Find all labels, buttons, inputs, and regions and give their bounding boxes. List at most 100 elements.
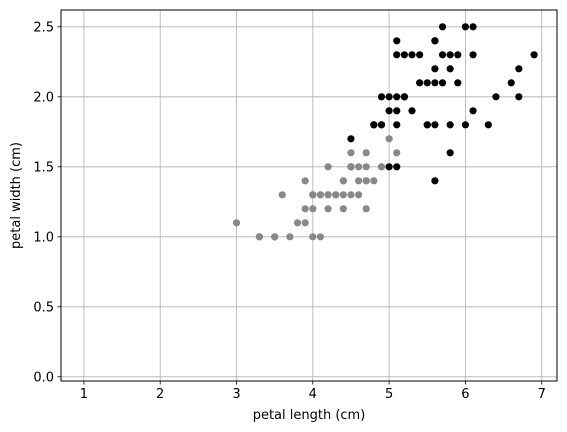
scatter-point	[301, 177, 309, 185]
scatter-point	[393, 51, 401, 59]
scatter-point	[431, 121, 439, 129]
scatter-point	[446, 65, 454, 73]
scatter-point	[347, 149, 355, 157]
scatter-point	[293, 219, 302, 227]
scatter-point	[461, 121, 470, 129]
x-axis-ticks: 1 2 3 4 5 6 7	[80, 381, 546, 402]
scatter-point	[362, 205, 370, 213]
scatter-point	[469, 51, 477, 59]
scatter-point	[393, 163, 401, 171]
scatter-point	[347, 163, 355, 171]
x-tick-label: 3	[232, 387, 240, 402]
plot-frame	[60, 9, 558, 382]
scatter-point	[385, 93, 393, 101]
scatter-point	[309, 233, 317, 241]
scatter-point	[530, 51, 538, 59]
x-tick-label: 2	[156, 387, 164, 402]
scatter-point	[393, 149, 401, 157]
scatter-point	[423, 121, 431, 129]
scatter-point	[355, 177, 363, 185]
scatter-point	[324, 191, 332, 199]
scatter-point	[324, 205, 332, 213]
scatter-point	[461, 23, 470, 31]
scatter-point	[431, 177, 439, 185]
scatter-point	[438, 79, 447, 87]
scatter-point	[408, 51, 416, 59]
y-tick-label: 2.5	[33, 20, 54, 35]
scatter-point	[286, 233, 294, 241]
scatter-point	[362, 149, 370, 157]
x-tick-label: 1	[80, 387, 88, 402]
y-tick-label: 0.0	[33, 370, 54, 385]
scatter-point	[423, 79, 431, 87]
scatter-point	[393, 107, 401, 115]
scatter-point	[309, 205, 317, 213]
scatter-point	[385, 135, 393, 143]
scatter-point	[339, 191, 347, 199]
scatter-point	[370, 177, 378, 185]
scatter-point	[316, 233, 325, 241]
y-tick-label: 2.0	[33, 90, 54, 105]
scatter-point	[454, 51, 462, 59]
scatter-point	[438, 51, 447, 59]
scatter-point	[324, 163, 332, 171]
scatter-point	[339, 205, 347, 213]
x-tick-label: 5	[385, 387, 393, 402]
scatter-point	[362, 163, 370, 171]
x-tick-label: 6	[461, 387, 469, 402]
scatter-point	[393, 121, 401, 129]
scatter-point	[431, 37, 439, 45]
scatter-point	[339, 177, 347, 185]
scatter-point	[446, 149, 454, 157]
data-points	[232, 23, 538, 241]
scatter-point	[309, 191, 317, 199]
scatter-point	[400, 51, 408, 59]
scatter-point	[362, 177, 370, 185]
scatter-point	[393, 93, 401, 101]
scatter-point	[484, 121, 492, 129]
y-axis-label: petal width (cm)	[9, 142, 24, 249]
scatter-point	[400, 93, 408, 101]
scatter-point	[416, 79, 424, 87]
scatter-point	[431, 79, 439, 87]
scatter-point	[377, 93, 386, 101]
scatter-point	[438, 23, 447, 31]
x-tick-label: 7	[538, 387, 546, 402]
scatter-point	[393, 37, 401, 45]
scatter-point	[431, 65, 439, 73]
scatter-point	[255, 233, 263, 241]
scatter-point	[416, 51, 424, 59]
scatter-point	[232, 219, 241, 227]
scatter-point	[492, 93, 500, 101]
y-tick-label: 1.5	[33, 160, 54, 175]
y-tick-label: 1.0	[33, 230, 54, 245]
scatter-point	[515, 65, 523, 73]
grid-lines	[61, 10, 557, 381]
scatter-point	[301, 219, 309, 227]
scatter-point	[446, 51, 454, 59]
scatter-point	[347, 191, 355, 199]
scatter-point	[278, 191, 286, 199]
scatter-point	[408, 107, 416, 115]
scatter-point	[454, 79, 462, 87]
scatter-point	[316, 191, 325, 199]
x-tick-label: 4	[309, 387, 317, 402]
scatter-point	[469, 23, 477, 31]
scatter-point	[377, 163, 386, 171]
scatter-point	[385, 163, 393, 171]
scatter-point	[301, 205, 309, 213]
scatter-point	[446, 121, 454, 129]
scatter-point	[385, 107, 393, 115]
y-axis-ticks: 0.0 0.5 1.0 1.5 2.0 2.5	[33, 20, 61, 385]
scatter-point	[515, 93, 523, 101]
scatter-point	[377, 121, 386, 129]
scatter-point	[355, 191, 363, 199]
scatter-point	[347, 135, 355, 143]
scatter-point	[271, 233, 279, 241]
scatter-point	[355, 163, 363, 171]
scatter-point	[332, 191, 340, 199]
y-tick-label: 0.5	[33, 300, 54, 315]
scatter-point	[469, 107, 477, 115]
scatter-point	[507, 79, 515, 87]
x-axis-label: petal length (cm)	[253, 408, 366, 423]
